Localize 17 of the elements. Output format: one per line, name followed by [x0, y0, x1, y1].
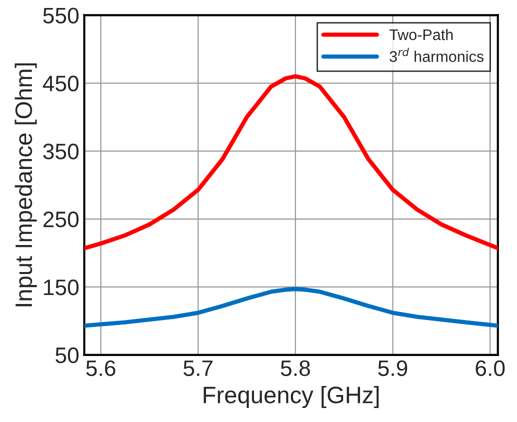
y-tick-label: 550	[43, 8, 79, 24]
line-series	[84, 286, 498, 328]
legend-label: 3$^{rd}$ harmonics	[390, 48, 484, 62]
x-tick-label: 5.6	[86, 360, 116, 376]
y-tick-label: 450	[42, 76, 79, 92]
x-tick-label: 5.9	[378, 360, 408, 376]
x-tick-label: 5.7	[184, 360, 212, 376]
y-tick-label: 250	[43, 212, 79, 228]
x-tick-label: 6.0	[476, 360, 505, 376]
x-axis-title: Frequency [GHz]	[204, 386, 379, 408]
legend-label: Two-Path	[389, 28, 453, 40]
x-tick-label: 5.8	[280, 360, 310, 376]
y-tick-label: 350	[43, 144, 79, 160]
y-axis-title: Input Impedance [Ohm]	[14, 63, 37, 306]
y-tick-label: 50	[56, 347, 79, 364]
line-series	[84, 74, 498, 250]
y-tick-label: 150	[44, 279, 79, 296]
